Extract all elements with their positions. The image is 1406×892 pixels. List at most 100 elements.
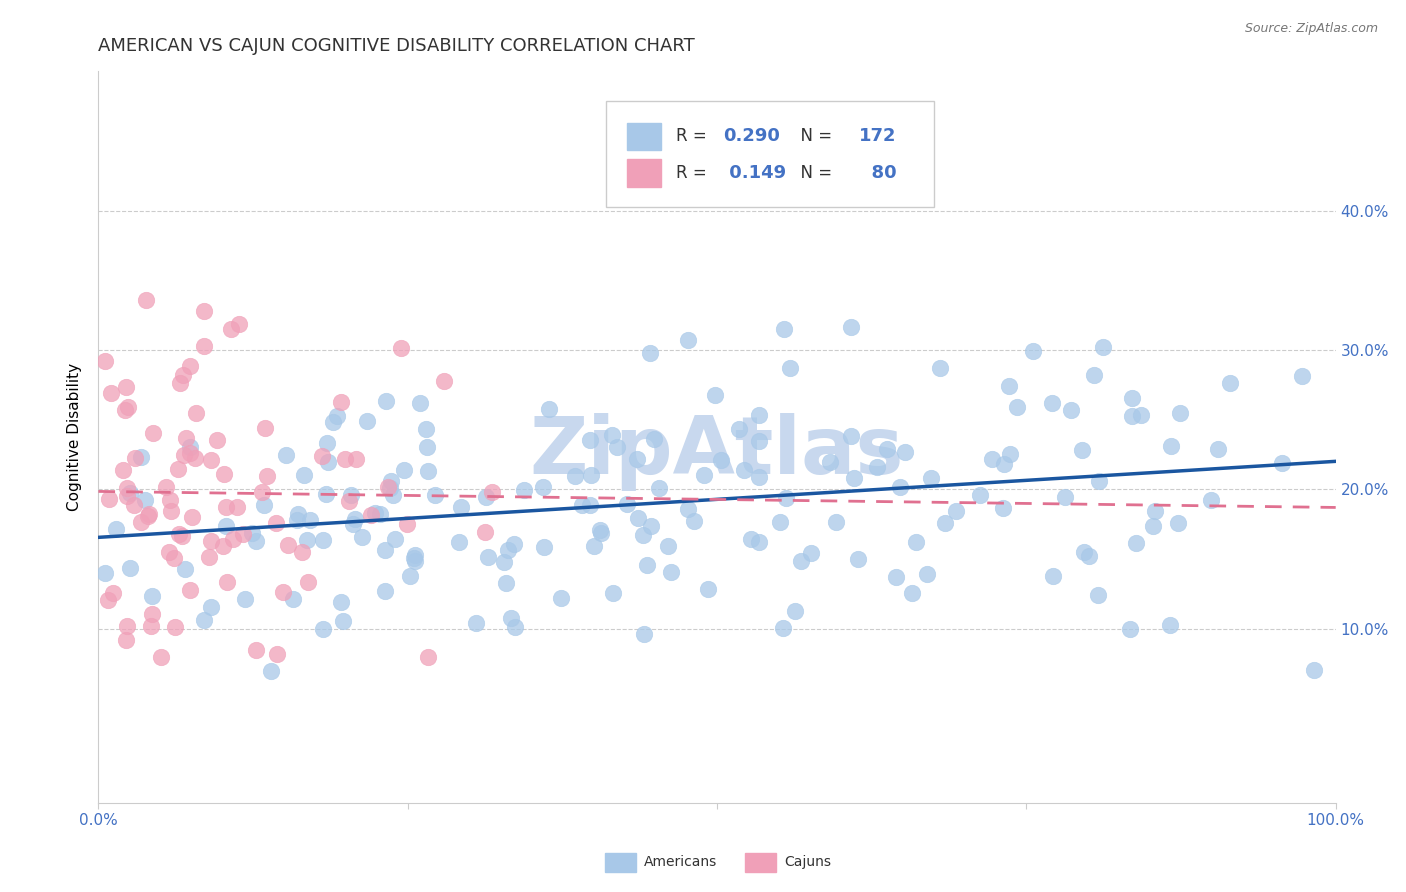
Point xyxy=(179,359,201,374)
FancyBboxPatch shape xyxy=(627,159,661,187)
Point xyxy=(1040,396,1063,410)
Point xyxy=(425,488,447,502)
Point xyxy=(325,409,347,423)
Point xyxy=(172,529,194,543)
Point xyxy=(917,567,939,582)
Point xyxy=(513,483,536,497)
Point xyxy=(627,510,650,524)
Point xyxy=(657,540,679,554)
Point xyxy=(136,508,159,523)
Point xyxy=(167,462,190,476)
Point xyxy=(605,441,627,455)
Point xyxy=(945,504,967,518)
Point xyxy=(1206,442,1229,457)
Point xyxy=(602,586,624,600)
Point xyxy=(866,459,889,474)
Point xyxy=(643,433,665,447)
Point xyxy=(389,341,412,355)
Point xyxy=(1160,439,1182,453)
Text: 0.149: 0.149 xyxy=(723,164,786,182)
Point xyxy=(676,334,699,348)
Point xyxy=(703,388,725,402)
Point xyxy=(1129,408,1152,422)
Point xyxy=(494,555,516,569)
Point xyxy=(416,464,439,478)
Point xyxy=(842,471,865,485)
Point xyxy=(232,527,254,541)
Point xyxy=(578,498,600,512)
Point xyxy=(404,554,426,568)
Point xyxy=(377,480,399,494)
Point xyxy=(626,452,648,467)
Point xyxy=(398,569,420,583)
Text: N =: N = xyxy=(790,128,838,145)
Point xyxy=(193,304,215,318)
Point xyxy=(1088,475,1111,489)
Point xyxy=(579,433,602,447)
Point xyxy=(824,516,846,530)
Point xyxy=(94,353,117,368)
Point xyxy=(495,575,517,590)
Point xyxy=(97,592,120,607)
Point xyxy=(135,293,157,307)
Point xyxy=(159,492,181,507)
Point xyxy=(382,488,405,502)
Point xyxy=(115,619,138,633)
Point xyxy=(1091,340,1114,354)
Point xyxy=(1167,516,1189,531)
Point xyxy=(633,626,655,640)
Text: R =: R = xyxy=(676,128,713,145)
Point xyxy=(291,544,314,558)
Point xyxy=(174,431,197,445)
Point xyxy=(114,633,136,648)
Point xyxy=(260,665,283,679)
Point xyxy=(589,525,612,540)
Point xyxy=(409,396,432,410)
Point xyxy=(904,535,927,549)
Point xyxy=(998,378,1021,392)
Point xyxy=(129,450,152,465)
Point xyxy=(167,526,190,541)
Point xyxy=(94,566,117,580)
Point xyxy=(920,471,942,485)
Point xyxy=(374,542,396,557)
Point xyxy=(101,586,124,600)
Point xyxy=(120,485,142,500)
Point xyxy=(779,361,801,376)
Point xyxy=(839,429,862,443)
Point xyxy=(640,519,662,533)
Point xyxy=(122,499,145,513)
Point xyxy=(181,509,204,524)
Point xyxy=(312,623,335,637)
Point xyxy=(991,501,1014,516)
Point xyxy=(155,480,177,494)
Point xyxy=(253,498,276,512)
Point xyxy=(474,524,496,539)
Point xyxy=(1121,391,1143,405)
Point xyxy=(839,319,862,334)
Point xyxy=(1143,503,1166,517)
Point xyxy=(748,470,770,484)
Point xyxy=(277,537,299,551)
Point xyxy=(616,497,638,511)
Point xyxy=(315,487,337,501)
Point xyxy=(1291,368,1313,383)
Point xyxy=(571,498,593,512)
Point xyxy=(392,463,415,477)
Point xyxy=(537,402,560,417)
Point xyxy=(169,376,191,390)
Point xyxy=(115,489,138,503)
Text: 172: 172 xyxy=(859,128,897,145)
Point xyxy=(481,485,503,500)
Point xyxy=(172,368,194,383)
Point xyxy=(790,554,813,568)
Point xyxy=(477,549,499,564)
Point xyxy=(710,452,733,467)
Point xyxy=(772,621,794,635)
Point xyxy=(1219,376,1241,390)
Point xyxy=(200,453,222,467)
Text: 80: 80 xyxy=(859,164,897,182)
Point xyxy=(1119,622,1142,636)
Text: ZipAtlas: ZipAtlas xyxy=(530,413,904,491)
Point xyxy=(380,481,402,495)
